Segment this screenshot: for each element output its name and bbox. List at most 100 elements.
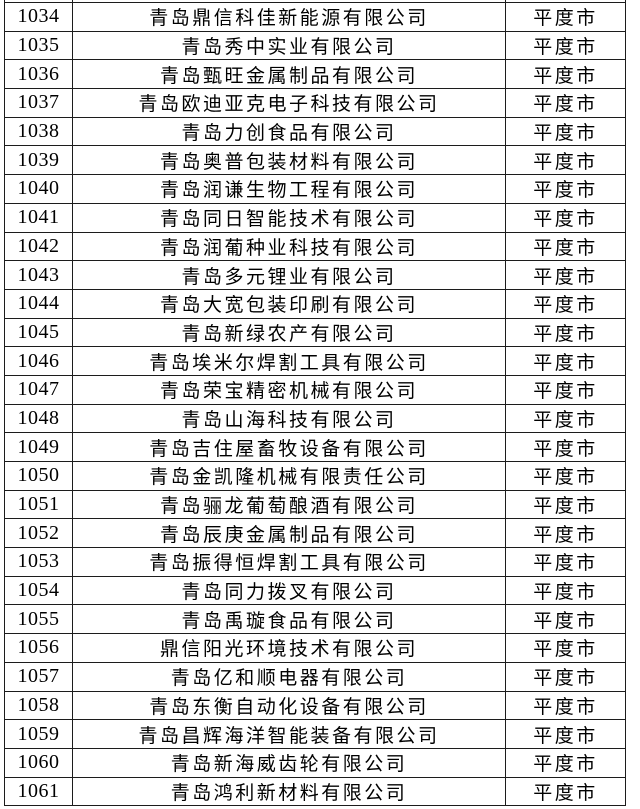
row-number-cell: 1035 — [4, 30, 73, 61]
city-cell: 平度市 — [505, 547, 626, 577]
row-number-cell: 1059 — [4, 719, 73, 749]
row-number-cell: 1042 — [4, 231, 73, 262]
table-row: 1047 青岛荣宝精密机械有限公司 平度市 — [4, 374, 626, 405]
company-name-cell: 青岛鼎信科佳新能源有限公司 — [72, 2, 506, 32]
row-number-cell: 1056 — [4, 633, 73, 663]
company-name-cell: 青岛东衡自动化设备有限公司 — [72, 690, 506, 721]
city-cell: 平度市 — [505, 518, 626, 549]
city-cell: 平度市 — [505, 346, 626, 376]
company-list-table: 1034 青岛鼎信科佳新能源有限公司 平度市 1035 青岛秀中实业有限公司 平… — [4, 0, 626, 807]
table-row: 1058 青岛东衡自动化设备有限公司 平度市 — [4, 690, 626, 721]
city-cell: 平度市 — [505, 30, 626, 61]
row-number-cell: 1060 — [4, 747, 73, 778]
row-number-cell: 1057 — [4, 661, 73, 692]
company-name-cell: 青岛润谦生物工程有限公司 — [72, 174, 506, 204]
row-number-cell: 1050 — [4, 461, 73, 491]
city-cell: 平度市 — [505, 59, 626, 90]
row-number-cell: 1052 — [4, 518, 73, 549]
company-name-cell: 青岛埃米尔焊割工具有限公司 — [72, 346, 506, 376]
company-name-cell: 青岛振得恒焊割工具有限公司 — [72, 547, 506, 577]
table-row: 1036 青岛甄旺金属制品有限公司 平度市 — [4, 59, 626, 90]
company-name-cell: 青岛力创食品有限公司 — [72, 116, 506, 147]
table-row: 1059 青岛昌辉海洋智能装备有限公司 平度市 — [4, 719, 626, 749]
row-number-cell: 1040 — [4, 174, 73, 204]
table-row: 1044 青岛大宽包装印刷有限公司 平度市 — [4, 288, 626, 319]
company-name-cell: 青岛欧迪亚克电子科技有限公司 — [72, 88, 506, 118]
row-number-cell: 1058 — [4, 690, 73, 721]
city-cell: 平度市 — [505, 604, 626, 635]
company-name-cell: 青岛甄旺金属制品有限公司 — [72, 59, 506, 90]
city-cell-partial — [505, 0, 626, 3]
row-number-cell: 1034 — [4, 2, 73, 32]
table-row: 1061 青岛鸿利新材料有限公司 平度市 — [4, 776, 626, 807]
row-number-cell: 1049 — [4, 432, 73, 462]
company-name-cell: 青岛骊龙葡萄酿酒有限公司 — [72, 489, 506, 520]
row-number-cell: 1038 — [4, 116, 73, 147]
city-cell: 平度市 — [505, 260, 626, 290]
table-row: 1050 青岛金凯隆机械有限责任公司 平度市 — [4, 461, 626, 491]
city-cell: 平度市 — [505, 776, 626, 807]
table-row: 1045 青岛新绿农产有限公司 平度市 — [4, 317, 626, 348]
company-name-cell: 鼎信阳光环境技术有限公司 — [72, 633, 506, 663]
city-cell: 平度市 — [505, 174, 626, 204]
company-name-cell: 青岛润葡种业科技有限公司 — [72, 231, 506, 262]
table-row-partial — [4, 0, 626, 3]
city-cell: 平度市 — [505, 690, 626, 721]
city-cell: 平度市 — [505, 575, 626, 606]
row-number-cell: 1047 — [4, 374, 73, 405]
city-cell: 平度市 — [505, 88, 626, 118]
row-number-cell: 1048 — [4, 403, 73, 434]
table-row: 1038 青岛力创食品有限公司 平度市 — [4, 116, 626, 147]
city-cell: 平度市 — [505, 288, 626, 319]
table-row: 1055 青岛禹璇食品有限公司 平度市 — [4, 604, 626, 635]
row-number-cell: 1046 — [4, 346, 73, 376]
company-name-cell: 青岛同日智能技术有限公司 — [72, 202, 506, 233]
company-name-cell: 青岛大宽包装印刷有限公司 — [72, 288, 506, 319]
table-row: 1046 青岛埃米尔焊割工具有限公司 平度市 — [4, 346, 626, 376]
city-cell: 平度市 — [505, 317, 626, 348]
table-row: 1051 青岛骊龙葡萄酿酒有限公司 平度市 — [4, 489, 626, 520]
table-row: 1042 青岛润葡种业科技有限公司 平度市 — [4, 231, 626, 262]
table-row: 1057 青岛亿和顺电器有限公司 平度市 — [4, 661, 626, 692]
table-row: 1049 青岛吉住屋畜牧设备有限公司 平度市 — [4, 432, 626, 462]
row-number-cell: 1051 — [4, 489, 73, 520]
table-row: 1053 青岛振得恒焊割工具有限公司 平度市 — [4, 547, 626, 577]
table-row: 1056 鼎信阳光环境技术有限公司 平度市 — [4, 633, 626, 663]
row-number-cell: 1039 — [4, 145, 73, 176]
row-number-cell: 1041 — [4, 202, 73, 233]
company-name-cell: 青岛亿和顺电器有限公司 — [72, 661, 506, 692]
company-name-cell: 青岛新海威齿轮有限公司 — [72, 747, 506, 778]
company-name-cell: 青岛禹璇食品有限公司 — [72, 604, 506, 635]
row-number-cell: 1036 — [4, 59, 73, 90]
table-row: 1060 青岛新海威齿轮有限公司 平度市 — [4, 747, 626, 778]
company-name-cell: 青岛秀中实业有限公司 — [72, 30, 506, 61]
company-name-cell: 青岛山海科技有限公司 — [72, 403, 506, 434]
table-row: 1048 青岛山海科技有限公司 平度市 — [4, 403, 626, 434]
company-name-cell: 青岛多元锂业有限公司 — [72, 260, 506, 290]
city-cell: 平度市 — [505, 461, 626, 491]
city-cell: 平度市 — [505, 116, 626, 147]
row-number-cell: 1045 — [4, 317, 73, 348]
table-row: 1054 青岛同力拨叉有限公司 平度市 — [4, 575, 626, 606]
row-number-cell: 1044 — [4, 288, 73, 319]
company-name-cell: 青岛昌辉海洋智能装备有限公司 — [72, 719, 506, 749]
company-name-cell: 青岛同力拨叉有限公司 — [72, 575, 506, 606]
table-row: 1039 青岛奥普包装材料有限公司 平度市 — [4, 145, 626, 176]
row-number-cell: 1054 — [4, 575, 73, 606]
company-name-cell: 青岛荣宝精密机械有限公司 — [72, 374, 506, 405]
table-row: 1035 青岛秀中实业有限公司 平度市 — [4, 30, 626, 61]
city-cell: 平度市 — [505, 489, 626, 520]
city-cell: 平度市 — [505, 719, 626, 749]
row-number-cell: 1043 — [4, 260, 73, 290]
city-cell: 平度市 — [505, 661, 626, 692]
city-cell: 平度市 — [505, 2, 626, 32]
table-row: 1041 青岛同日智能技术有限公司 平度市 — [4, 202, 626, 233]
city-cell: 平度市 — [505, 374, 626, 405]
table-row: 1043 青岛多元锂业有限公司 平度市 — [4, 260, 626, 290]
city-cell: 平度市 — [505, 231, 626, 262]
table-row: 1037 青岛欧迪亚克电子科技有限公司 平度市 — [4, 88, 626, 118]
city-cell: 平度市 — [505, 202, 626, 233]
table-row: 1052 青岛辰庚金属制品有限公司 平度市 — [4, 518, 626, 549]
row-number-cell: 1053 — [4, 547, 73, 577]
company-name-cell: 青岛辰庚金属制品有限公司 — [72, 518, 506, 549]
